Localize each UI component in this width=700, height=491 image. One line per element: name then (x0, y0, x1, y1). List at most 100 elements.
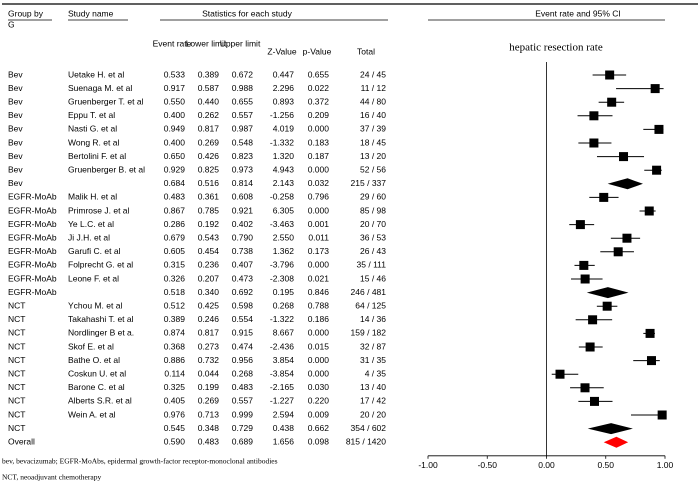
stat-cell: 0.557 (232, 396, 254, 406)
study-name: Malik H. et al (68, 192, 117, 202)
x-tick-label: -0.50 (478, 460, 498, 470)
study-name: Nasti G. et al (68, 124, 117, 134)
stat-cell: 0.098 (308, 436, 330, 446)
stat-cell: 0.684 (164, 178, 186, 188)
stat-cell: 0.187 (308, 151, 330, 161)
study-name: Alberts S.R. et al (68, 396, 132, 406)
stat-cell: 0.220 (308, 396, 330, 406)
stat-cell: 0.590 (164, 436, 186, 446)
stat-cell: 0.956 (232, 355, 254, 365)
stat-cell: 0.021 (308, 273, 330, 283)
stat-cell: 0.400 (164, 137, 186, 147)
stat-cell: 13 / 40 (360, 382, 386, 392)
study-name: Wong R. et al (68, 137, 119, 147)
stat-cell: 0.426 (198, 151, 220, 161)
group-label: NCT (8, 314, 25, 324)
stat-cell: 85 / 98 (360, 205, 386, 215)
stat-cell: 0.483 (198, 436, 220, 446)
stat-cell: 0.867 (164, 205, 186, 215)
stat-cell: 246 / 481 (351, 287, 387, 297)
study-name: Bathe O. et al (68, 355, 120, 365)
stat-cell: 0.000 (308, 368, 330, 378)
stat-cell: 0.000 (308, 260, 330, 270)
stat-cell: 815 / 1420 (346, 436, 386, 446)
study-name: Primrose J. et al (68, 205, 130, 215)
stat-cell: 0.030 (308, 382, 330, 392)
stat-cell: 64 / 125 (355, 300, 386, 310)
stat-cell: 215 / 337 (351, 178, 387, 188)
point-estimate (588, 315, 598, 325)
stat-cell: 2.594 (273, 409, 295, 419)
stat-cell: 0.326 (164, 273, 186, 283)
stat-cell: 0.438 (273, 423, 295, 433)
stat-cell: 0.598 (232, 300, 254, 310)
stat-cell: 0.114 (164, 368, 185, 378)
stat-cell: 0.389 (198, 69, 220, 79)
stat-cell: 0.400 (164, 110, 186, 120)
stat-cell: 354 / 602 (351, 423, 387, 433)
stat-cell: 0.405 (164, 396, 186, 406)
stat-cell: 0.000 (308, 205, 330, 215)
stat-cell: 4 / 35 (365, 368, 387, 378)
stat-cell: 0.000 (308, 164, 330, 174)
study-name: Gruenberger T. et al (68, 96, 144, 106)
group-label: Bev (8, 110, 23, 120)
stat-cell: 0.440 (198, 96, 220, 106)
stat-cell: 0.650 (164, 151, 186, 161)
group-label: EGFR-MoAb (8, 219, 57, 229)
stat-cell: 0.009 (308, 409, 330, 419)
point-estimate (575, 220, 585, 230)
stat-cell: 0.557 (232, 110, 254, 120)
stat-cell: -1.322 (270, 314, 294, 324)
stat-cell: 31 / 35 (360, 355, 386, 365)
stat-cell: 1.656 (273, 436, 295, 446)
stat-cell: 14 / 36 (360, 314, 386, 324)
stat-cell: 15 / 46 (360, 273, 386, 283)
stat-cell: 0.518 (164, 287, 186, 297)
stat-cell: 0.692 (232, 287, 254, 297)
stat-cell: -3.463 (270, 219, 294, 229)
stat-cell: 0.554 (232, 314, 254, 324)
stat-cell: 0.548 (232, 137, 254, 147)
stat-cell: 52 / 56 (360, 164, 386, 174)
stat-cell: 4.019 (273, 124, 295, 134)
study-name: Ji J.H. et al (68, 232, 110, 242)
stat-cell: 0.790 (232, 232, 254, 242)
stat-cell: 18 / 45 (360, 137, 386, 147)
header-rate: Event rate (153, 38, 192, 48)
group-label: EGFR-MoAb (8, 287, 57, 297)
stat-cell: 0.361 (198, 192, 220, 202)
stat-cell: -0.258 (270, 192, 294, 202)
stat-cell: 0.474 (232, 341, 254, 351)
header-total: Total (357, 46, 375, 56)
point-estimate (645, 328, 655, 338)
stat-cell: 0.987 (232, 124, 254, 134)
study-name: Ye L.C. et al (68, 219, 114, 229)
stat-cell: 26 / 43 (360, 246, 386, 256)
stat-cell: 6.305 (273, 205, 295, 215)
study-name: Folprecht G. et al (68, 260, 133, 270)
group-label: Bev (8, 178, 23, 188)
stat-cell: 0.315 (164, 260, 186, 270)
stat-cell: 24 / 45 (360, 69, 386, 79)
stat-cell: 11 / 12 (361, 83, 387, 93)
study-name: Nordlinger B et a. (68, 328, 134, 338)
stat-cell: 0.340 (198, 287, 220, 297)
point-estimate (613, 247, 623, 257)
study-name: Skof E. et al (68, 341, 114, 351)
stat-cell: 0.817 (198, 328, 220, 338)
group-label: EGFR-MoAb (8, 205, 57, 215)
point-estimate (579, 260, 589, 270)
group-label: EGFR-MoAb (8, 273, 57, 283)
stat-cell: 0.483 (232, 382, 254, 392)
stat-cell: 0.022 (308, 83, 330, 93)
stat-cell: 0.545 (164, 423, 186, 433)
stat-cell: 0.032 (308, 178, 330, 188)
stat-cell: 1.362 (273, 246, 295, 256)
stat-cell: 2.550 (273, 232, 295, 242)
point-estimate (602, 301, 612, 311)
group-label: Bev (8, 96, 23, 106)
stat-cell: 0.000 (308, 355, 330, 365)
stat-cell: 0.788 (308, 300, 330, 310)
stat-cell: 0.000 (308, 328, 330, 338)
